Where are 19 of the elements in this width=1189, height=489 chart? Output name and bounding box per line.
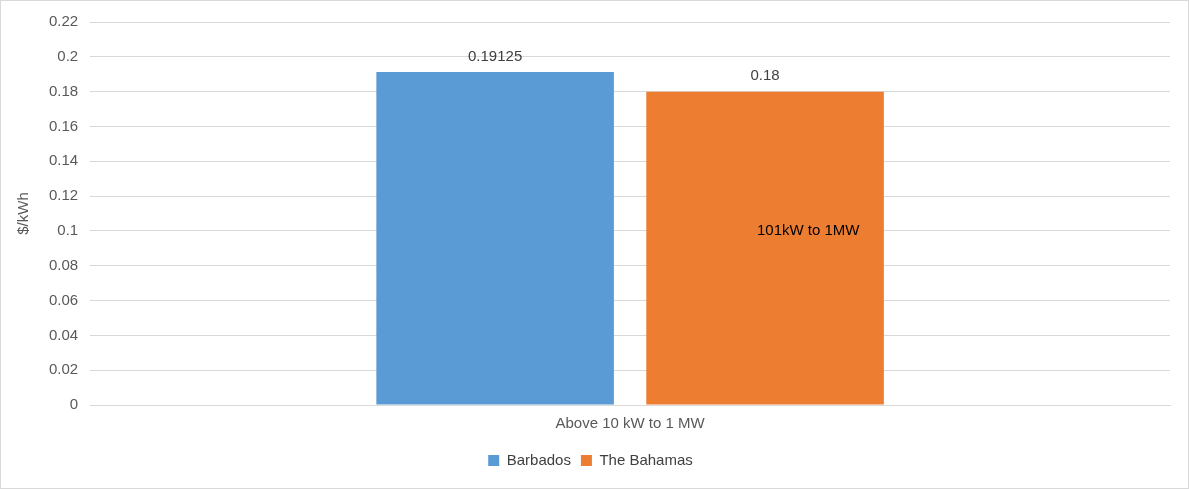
- y-tick-label: 0: [69, 395, 79, 413]
- legend-label: The Bahamas: [599, 450, 693, 468]
- annotation: 101kW to 1MW: [757, 220, 861, 238]
- y-tick-label: 0.22: [48, 12, 79, 30]
- data-label: 0.18: [750, 66, 780, 84]
- x-tick-label: Above 10 kW to 1 MW: [555, 414, 706, 432]
- y-tick-label: 0.02: [48, 360, 79, 378]
- y-axis-title: $/kWh: [14, 192, 32, 235]
- y-tick-label: 0.2: [57, 46, 79, 64]
- y-tick-label: 0.14: [48, 151, 79, 169]
- legend-label: Barbados: [506, 450, 571, 468]
- y-tick-label: 0.18: [48, 81, 79, 99]
- y-tick-label: 0.1: [57, 221, 79, 239]
- y-tick-label: 0.06: [48, 290, 79, 308]
- data-label: 0.19125: [468, 46, 523, 64]
- y-tick-label: 0.16: [48, 116, 79, 134]
- y-tick-label: 0.04: [48, 325, 79, 343]
- y-tick-label: 0.08: [48, 255, 79, 273]
- y-tick-label: 0.12: [48, 186, 79, 204]
